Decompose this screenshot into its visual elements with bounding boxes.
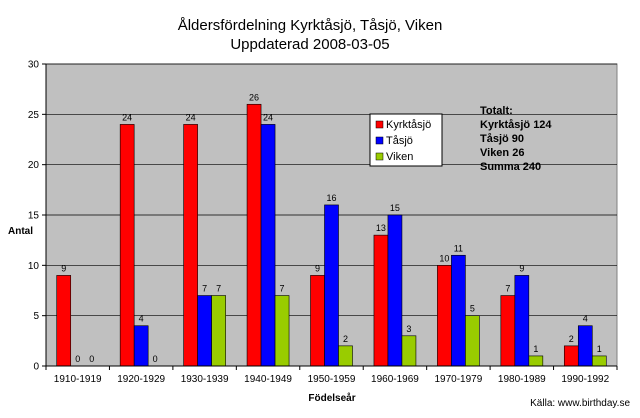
data-label: 0 [153, 354, 158, 364]
x-tick-label: 1950-1959 [308, 374, 356, 385]
y-tick-label: 10 [28, 261, 40, 272]
bar [56, 275, 72, 367]
totals-viken: Viken 26 [480, 147, 524, 159]
data-label: 7 [505, 284, 510, 294]
totals-sum: Summa 240 [480, 161, 541, 173]
data-label: 16 [326, 193, 336, 203]
y-tick-label: 25 [28, 110, 40, 121]
data-label: 26 [249, 92, 259, 102]
data-label: 11 [454, 243, 463, 253]
data-label: 10 [439, 253, 449, 263]
data-label: 5 [470, 304, 475, 314]
data-label: 13 [376, 223, 386, 233]
bar [563, 345, 579, 367]
legend-label-kyrktasjo: Kyrktåsjö [386, 119, 431, 131]
bar [324, 204, 339, 367]
data-label: 2 [569, 334, 574, 344]
x-tick-label: 1970-1979 [434, 374, 482, 385]
bar [338, 345, 353, 367]
x-tick-label: 1990-1992 [561, 374, 609, 385]
totals-tasjo: Tåsjö 90 [480, 133, 524, 145]
legend-swatch-tasjo [375, 136, 384, 145]
bar [133, 325, 149, 367]
data-label: 24 [186, 112, 196, 122]
bar [183, 124, 198, 367]
bar [577, 325, 593, 367]
totals-heading: Totalt: [480, 105, 513, 117]
legend-label-viken: Viken [386, 151, 413, 163]
data-label: 7 [280, 284, 285, 294]
data-label: 3 [406, 324, 411, 334]
bar [274, 295, 290, 367]
bar [211, 295, 226, 367]
totals-kyrktasjo: Kyrktåsjö 124 [480, 119, 552, 131]
bar [451, 254, 466, 367]
data-label: 9 [519, 263, 524, 273]
legend: Kyrktåsjö Tåsjö Viken [369, 113, 443, 167]
x-tick-label: 1940-1949 [244, 374, 292, 385]
x-tick-label: 1980-1989 [498, 374, 546, 385]
legend-swatch-viken [375, 152, 384, 161]
x-axis-ticks: 1910-1919 1920-1929 1930-1939 1940-1949 1950… [45, 366, 618, 385]
x-axis-label: Födelseår [308, 392, 355, 404]
bar [387, 214, 403, 367]
x-tick-label: 1930-1939 [181, 374, 229, 385]
data-label: 0 [75, 354, 80, 364]
bar [373, 234, 389, 367]
y-axis-label: Antal [8, 226, 33, 237]
bar [119, 124, 135, 367]
bar [591, 355, 607, 367]
y-tick-label: 15 [28, 211, 40, 222]
x-tick-label: 1910-1919 [54, 374, 102, 385]
y-tick-label: 30 [28, 60, 40, 71]
x-tick-label: 1960-1969 [371, 374, 419, 385]
data-label: 15 [390, 203, 400, 213]
bar [514, 275, 530, 367]
y-tick-label: 20 [28, 160, 40, 171]
data-label: 1 [597, 344, 602, 354]
y-axis-ticks: 0 5 10 15 20 25 30 [28, 60, 46, 373]
data-label: 24 [263, 112, 273, 122]
y-tick-label: 0 [33, 362, 39, 373]
bar [437, 265, 452, 367]
bars [56, 103, 607, 367]
bar [465, 315, 480, 367]
bar [528, 355, 544, 367]
data-label: 2 [343, 334, 348, 344]
data-label: 9 [315, 263, 320, 273]
bar [401, 335, 417, 367]
bar [260, 124, 276, 367]
data-label: 0 [89, 354, 94, 364]
source-note: Källa: www.birthday.se [530, 398, 630, 409]
chart-title: Åldersfördelning Kyrktåsjö, Tåsjö, Viken [178, 17, 443, 34]
bar [310, 275, 325, 367]
y-tick-label: 5 [33, 311, 39, 322]
legend-label-tasjo: Tåsjö [386, 135, 413, 147]
legend-swatch-kyrktasjo [375, 120, 384, 129]
x-tick-label: 1920-1929 [117, 374, 165, 385]
chart-subtitle: Uppdaterad 2008-03-05 [230, 36, 389, 53]
data-label: 4 [139, 314, 144, 324]
data-label: 1 [533, 344, 538, 354]
data-label: 7 [216, 284, 221, 294]
data-label: 24 [122, 112, 132, 122]
bar [246, 103, 262, 367]
bar [500, 295, 516, 367]
totals-annotation: Totalt: Kyrktåsjö 124 Tåsjö 90 Viken 26 … [480, 105, 552, 173]
data-label: 4 [583, 314, 588, 324]
data-label: 9 [61, 263, 66, 273]
bar [197, 295, 212, 367]
data-label: 7 [202, 284, 207, 294]
